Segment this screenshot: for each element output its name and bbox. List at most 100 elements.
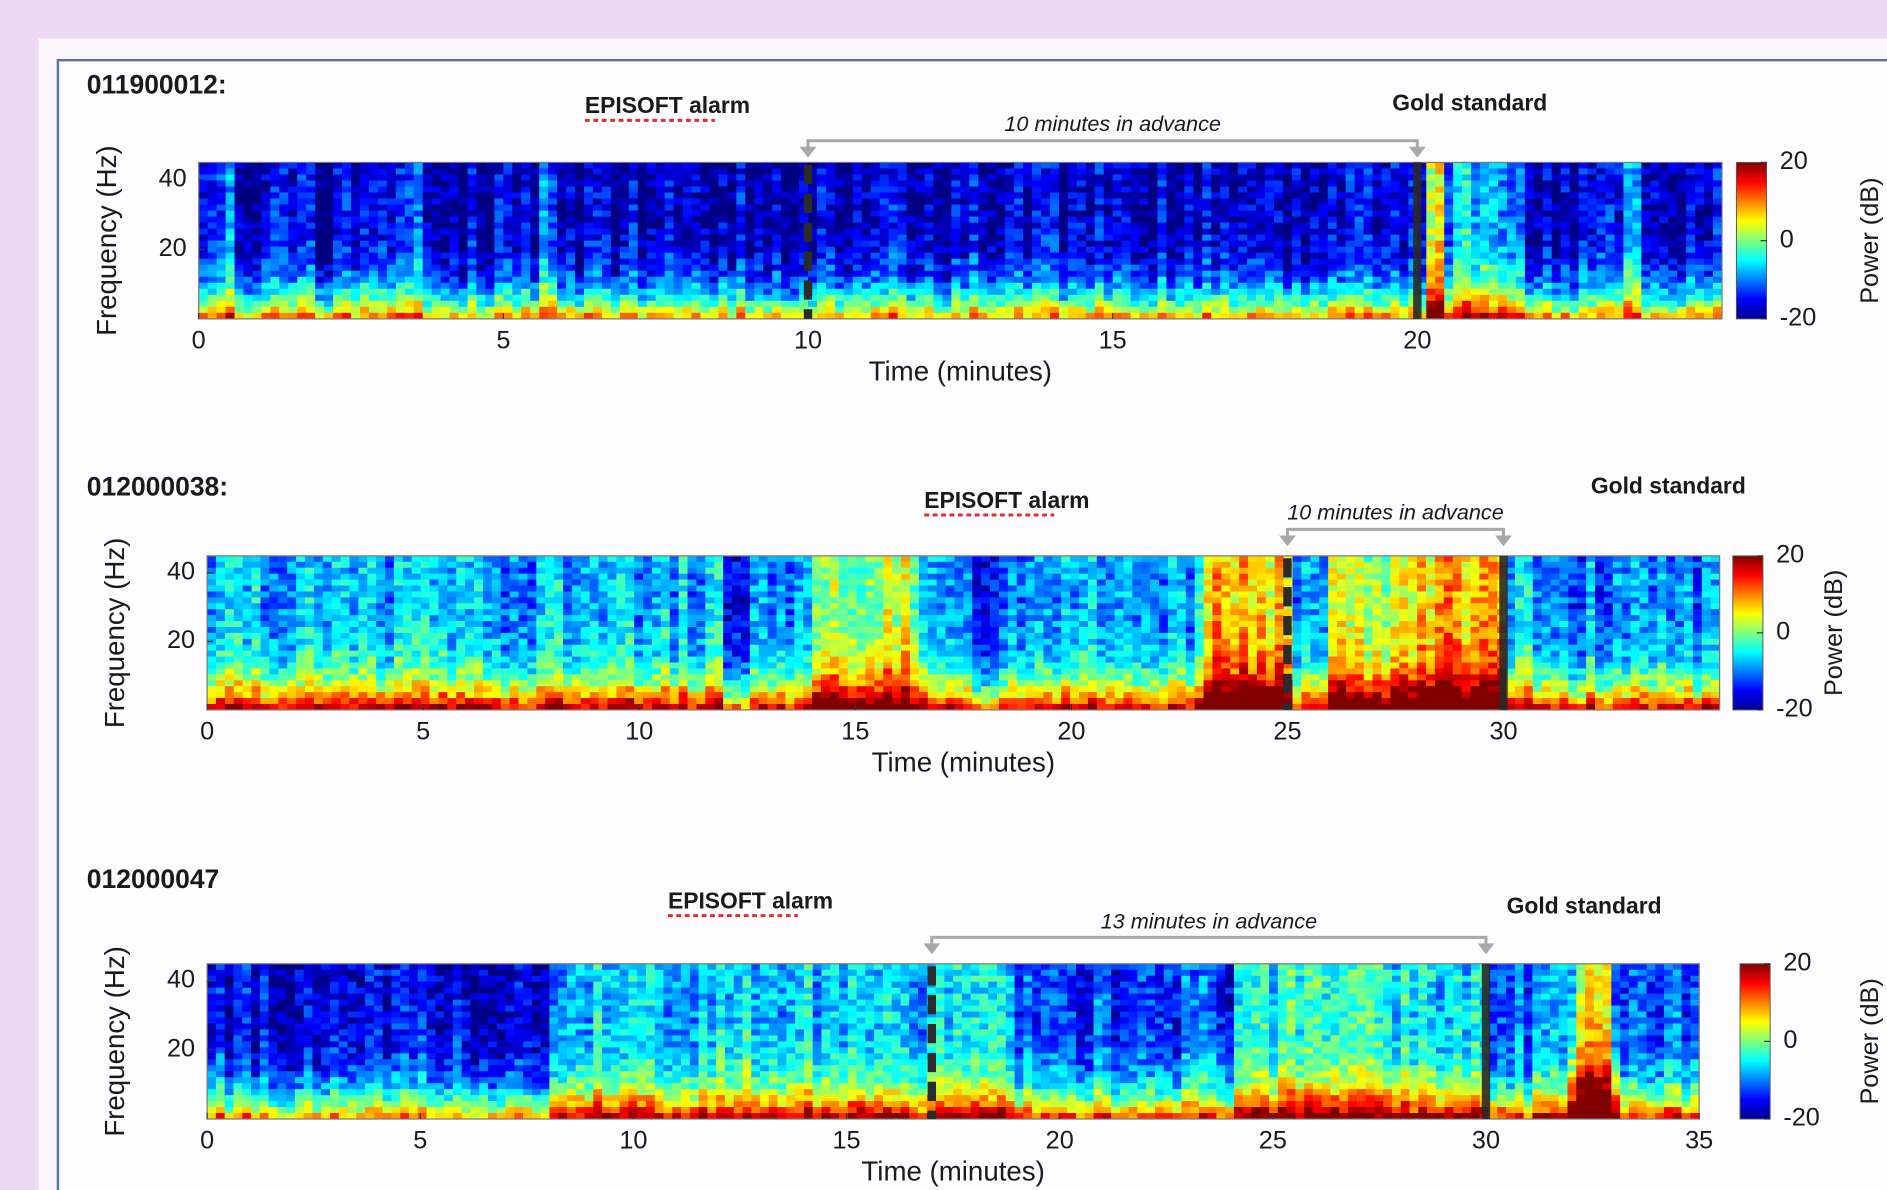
spectrogram-cell — [296, 645, 305, 651]
spectrogram-cell — [216, 556, 225, 562]
spectrogram-cell — [387, 289, 396, 295]
spectrogram-cell — [933, 241, 942, 247]
spectrogram-cell — [530, 168, 539, 174]
spectrogram-cell — [235, 277, 244, 283]
spectrogram-cell — [790, 271, 799, 277]
spectrogram-cell — [432, 295, 441, 301]
spectrogram-cell — [1149, 180, 1158, 186]
spectrogram-cell — [269, 663, 278, 669]
spectrogram-cell — [1140, 199, 1149, 205]
spectrogram-cell — [342, 253, 351, 259]
spectrogram-cell — [1068, 235, 1077, 241]
spectrogram-cell — [305, 651, 314, 657]
spectrogram-cell — [1301, 162, 1310, 168]
spectrogram-cell — [1435, 289, 1444, 295]
spectrogram-cell — [889, 241, 898, 247]
spectrogram-cell — [1032, 187, 1041, 193]
spectrogram-cell — [1292, 199, 1301, 205]
spectrogram-cell — [1435, 295, 1444, 301]
spectrogram-cell — [1149, 307, 1158, 313]
spectrogram-cell — [584, 235, 593, 241]
spectrogram-cell — [1238, 301, 1247, 307]
spectrogram-cell — [817, 174, 826, 180]
spectrogram-cell — [1695, 187, 1704, 193]
spectrogram-cell — [889, 229, 898, 235]
spectrogram-cell — [1632, 271, 1641, 277]
spectrogram-cell — [1283, 259, 1292, 265]
spectrogram-cell — [450, 162, 459, 168]
spectrogram-cell — [376, 568, 385, 574]
spectrogram-cell — [315, 205, 324, 211]
spectrogram-cell — [1606, 205, 1615, 211]
spectrogram-cell — [1301, 205, 1310, 211]
spectrogram-cell — [494, 235, 503, 241]
spectrogram-cell — [1265, 174, 1274, 180]
spectrogram-cell — [1695, 205, 1704, 211]
spectrogram-cell — [333, 223, 342, 229]
spectrogram-cell — [871, 223, 880, 229]
spectrogram-cell — [925, 295, 934, 301]
spectrogram-cell — [324, 265, 333, 271]
spectrogram-cell — [1390, 277, 1399, 283]
spectrogram-cell — [468, 162, 477, 168]
spectrogram-cell — [736, 229, 745, 235]
spectrogram-cell — [1149, 217, 1158, 223]
spectrogram-cell — [745, 277, 754, 283]
spectrogram-cell — [244, 168, 253, 174]
spectrogram-cell — [225, 680, 234, 686]
spectrogram-cell — [1274, 193, 1283, 199]
spectrogram-cell — [620, 211, 629, 217]
spectrogram-cell — [1399, 229, 1408, 235]
spectrogram-cell — [323, 615, 332, 621]
spectrogram-cell — [692, 180, 701, 186]
spectrogram-cell — [1131, 259, 1140, 265]
spectrogram-cell — [297, 307, 306, 313]
spectrogram-cell — [1220, 217, 1229, 223]
spectrogram-cell — [1597, 289, 1606, 295]
spectrogram-cell — [512, 241, 521, 247]
spectrogram-cell — [485, 307, 494, 313]
spectrogram-cell — [530, 180, 539, 186]
spectrogram-cell — [1157, 205, 1166, 211]
spectrogram-cell — [287, 663, 296, 669]
spectrogram-cell — [1534, 277, 1543, 283]
spectrogram-cell — [296, 603, 305, 609]
spectrogram-cell — [270, 295, 279, 301]
spectrogram-cell — [1614, 289, 1623, 295]
spectrogram-cell — [199, 277, 208, 283]
spectrogram-cell — [1364, 301, 1373, 307]
spectrogram-cell — [1677, 174, 1686, 180]
spectrogram-cell — [1561, 307, 1570, 313]
spectrogram-cell — [1543, 259, 1552, 265]
spectrogram-cell — [1184, 162, 1193, 168]
spectrogram-cell — [1516, 174, 1525, 180]
spectrogram-cell — [1570, 205, 1579, 211]
spectrogram-cell — [1247, 162, 1256, 168]
spectrogram-cell — [853, 241, 862, 247]
spectrogram-cell — [450, 265, 459, 271]
spectrogram-cell — [548, 301, 557, 307]
spectrogram-cell — [1059, 265, 1068, 271]
spectrogram-cell — [1149, 289, 1158, 295]
spectrogram-cell — [305, 586, 314, 592]
spectrogram-cell — [216, 698, 225, 704]
spectrogram-cell — [315, 180, 324, 186]
spectrogram-cell — [566, 211, 575, 217]
spectrogram-cell — [1364, 307, 1373, 313]
spectrogram-cell — [987, 187, 996, 193]
spectrogram-cell — [1668, 253, 1677, 259]
spectrogram-cell — [1462, 217, 1471, 223]
spectrogram-cell — [933, 259, 942, 265]
spectrogram-cell — [1247, 217, 1256, 223]
spectrogram-cell — [261, 211, 270, 217]
spectrogram-cell — [459, 295, 468, 301]
spectrogram-cell — [566, 180, 575, 186]
spectrogram-cell — [1498, 205, 1507, 211]
spectrogram-cell — [656, 271, 665, 277]
spectrogram-cell — [602, 295, 611, 301]
spectrogram-cell — [387, 193, 396, 199]
spectrogram-cell — [656, 235, 665, 241]
spectrogram-cell — [709, 223, 718, 229]
spectrogram-cell — [341, 692, 350, 698]
spectrogram-cell — [638, 235, 647, 241]
